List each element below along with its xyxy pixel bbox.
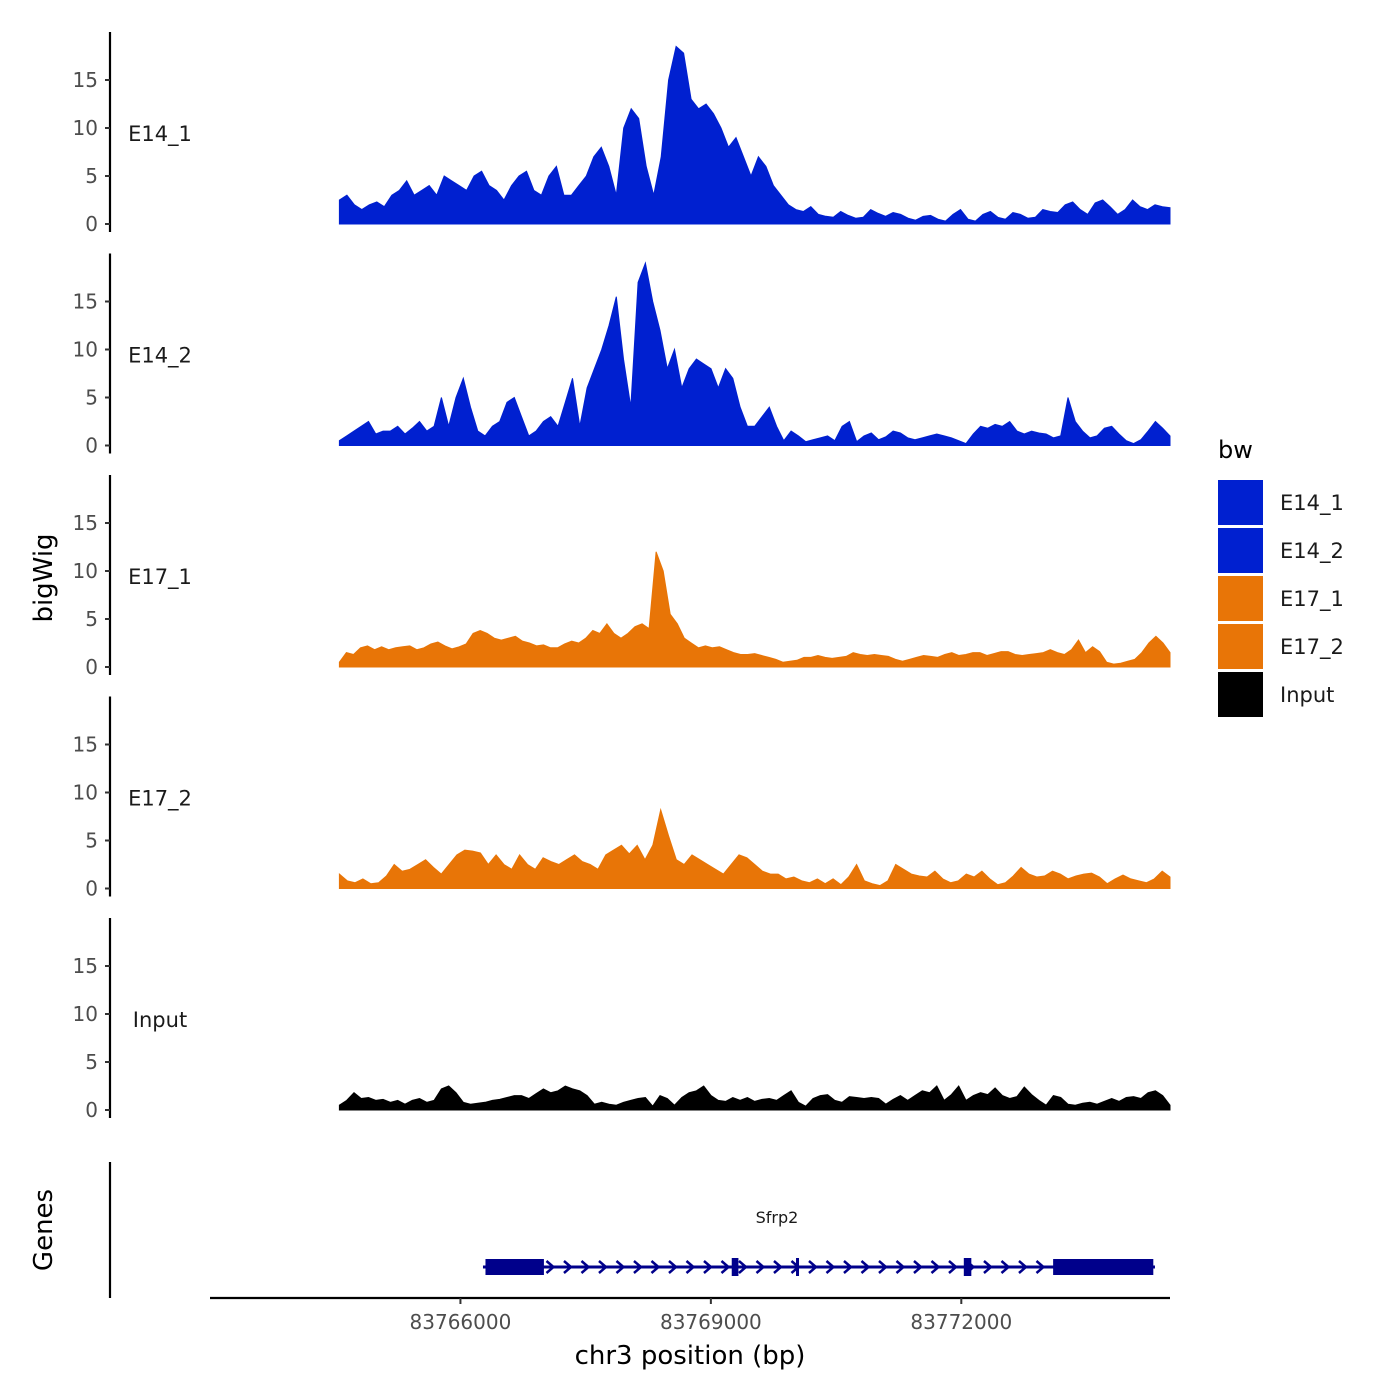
strand-arrow bbox=[895, 1260, 906, 1274]
strand-arrow bbox=[825, 1260, 836, 1274]
track-label: E14_1 bbox=[128, 122, 192, 147]
strand-arrow bbox=[843, 1260, 853, 1274]
strand-arrow bbox=[808, 1260, 818, 1274]
track-e14-1: 0 5 10 15 E14_1 bbox=[73, 32, 1171, 236]
strand-arrow bbox=[738, 1260, 748, 1274]
track-label: E17_2 bbox=[128, 786, 192, 811]
legend-item-e17-2: E17_2 bbox=[1218, 624, 1344, 669]
y-tick-label: 0 bbox=[85, 877, 98, 901]
y-tick-label: 0 bbox=[85, 1098, 98, 1122]
strand-arrow bbox=[650, 1260, 661, 1274]
strand-arrow bbox=[948, 1260, 958, 1274]
coverage-area-e17-2 bbox=[338, 807, 1171, 889]
strand-arrow bbox=[1018, 1260, 1028, 1274]
legend-item-e14-2: E14_2 bbox=[1218, 528, 1344, 573]
x-axis-title: chr3 position (bp) bbox=[575, 1341, 806, 1371]
strand-arrow bbox=[860, 1260, 871, 1274]
y-tick-label: 0 bbox=[85, 212, 98, 236]
legend-swatch bbox=[1218, 480, 1263, 525]
y-tick-label: 15 bbox=[73, 68, 98, 92]
y-tick-label: 10 bbox=[73, 1002, 98, 1026]
strand-arrow bbox=[755, 1260, 766, 1274]
genes-axis-title: Genes bbox=[29, 1189, 59, 1271]
x-tick-label: 83772000 bbox=[910, 1310, 1012, 1334]
strand-arrow bbox=[983, 1260, 993, 1274]
y-tick-label: 5 bbox=[85, 607, 98, 631]
coverage-area-input bbox=[338, 1085, 1171, 1111]
y-tick-label: 15 bbox=[73, 733, 98, 757]
strand-arrow bbox=[703, 1260, 713, 1274]
legend-swatch bbox=[1218, 624, 1263, 669]
y-tick-label: 5 bbox=[85, 164, 98, 188]
legend-label: Input bbox=[1280, 683, 1334, 707]
y-axis-title: bigWig bbox=[29, 533, 59, 622]
track-e17-1: 0 5 10 15 E17_1 bbox=[73, 475, 1171, 679]
y-tick-label: 10 bbox=[73, 559, 98, 583]
legend: E14_1 E14_2 E17_1 E17_2 Input bbox=[1218, 480, 1344, 717]
strand-arrow bbox=[773, 1260, 783, 1274]
gene-exon bbox=[963, 1258, 972, 1276]
track-label: Input bbox=[133, 1008, 187, 1032]
x-tick-label: 83769000 bbox=[660, 1310, 762, 1334]
strand-arrow bbox=[878, 1260, 888, 1274]
legend-item-e17-1: E17_1 bbox=[1218, 576, 1344, 621]
y-tick-label: 10 bbox=[73, 338, 98, 362]
y-tick-label: 5 bbox=[85, 829, 98, 853]
x-axis: 83766000 83769000 83772000 bbox=[210, 1296, 1170, 1334]
legend-label: E14_1 bbox=[1280, 491, 1344, 516]
track-label: E14_2 bbox=[128, 343, 192, 368]
legend-swatch bbox=[1218, 576, 1263, 621]
legend-swatch bbox=[1218, 672, 1263, 717]
gene-track: Sfrp2 bbox=[108, 1162, 1155, 1298]
strand-arrow bbox=[615, 1260, 626, 1274]
strand-arrow bbox=[563, 1260, 573, 1274]
track-input: 0 5 10 15 Input bbox=[73, 918, 1171, 1122]
track-e14-2: 0 5 10 15 E14_2 bbox=[73, 253, 1171, 458]
x-tick-label: 83766000 bbox=[410, 1310, 512, 1334]
track-label: E17_1 bbox=[128, 565, 192, 590]
y-tick-label: 0 bbox=[85, 655, 98, 679]
legend-label: E17_2 bbox=[1280, 635, 1344, 660]
strand-arrow bbox=[1035, 1260, 1046, 1274]
strand-arrow bbox=[580, 1260, 591, 1274]
strand-arrow bbox=[913, 1260, 923, 1274]
strand-arrow bbox=[598, 1260, 608, 1274]
legend-title: bw bbox=[1218, 436, 1253, 464]
y-tick-label: 10 bbox=[73, 116, 98, 140]
gene-name-label: Sfrp2 bbox=[756, 1208, 799, 1227]
y-tick-label: 5 bbox=[85, 386, 98, 410]
legend-item-e14-1: E14_1 bbox=[1218, 480, 1344, 525]
strand-arrow bbox=[633, 1260, 643, 1274]
strand-arrow bbox=[668, 1260, 678, 1274]
legend-label: E14_2 bbox=[1280, 539, 1344, 564]
gene-exon bbox=[796, 1258, 800, 1276]
y-tick-label: 15 bbox=[73, 511, 98, 535]
gene-exon bbox=[485, 1259, 544, 1275]
legend-label: E17_1 bbox=[1280, 587, 1344, 612]
strand-arrow bbox=[720, 1260, 731, 1274]
y-tick-label: 15 bbox=[73, 290, 98, 314]
legend-swatch bbox=[1218, 528, 1263, 573]
gene-exon bbox=[731, 1258, 739, 1276]
strand-arrow bbox=[1000, 1260, 1011, 1274]
y-tick-label: 15 bbox=[73, 954, 98, 978]
coverage-area-e17-1 bbox=[338, 551, 1171, 668]
track-e17-2: 0 5 10 15 E17_2 bbox=[73, 696, 1171, 901]
gene-exon bbox=[1053, 1259, 1154, 1275]
coverage-area-e14-1 bbox=[338, 45, 1171, 225]
strand-arrow bbox=[930, 1260, 941, 1274]
y-tick-label: 0 bbox=[85, 434, 98, 458]
strand-arrow bbox=[685, 1260, 696, 1274]
y-tick-label: 10 bbox=[73, 781, 98, 805]
legend-item-input: Input bbox=[1218, 672, 1334, 717]
coverage-area-e14-2 bbox=[338, 261, 1171, 446]
strand-arrow bbox=[545, 1260, 556, 1274]
tracks-layer: 0 5 10 15 E14_1 0 5 10 15 E14_2 0 5 10 15 E17_1 0 5 10 15 E… bbox=[73, 32, 1171, 1122]
y-tick-label: 5 bbox=[85, 1050, 98, 1074]
